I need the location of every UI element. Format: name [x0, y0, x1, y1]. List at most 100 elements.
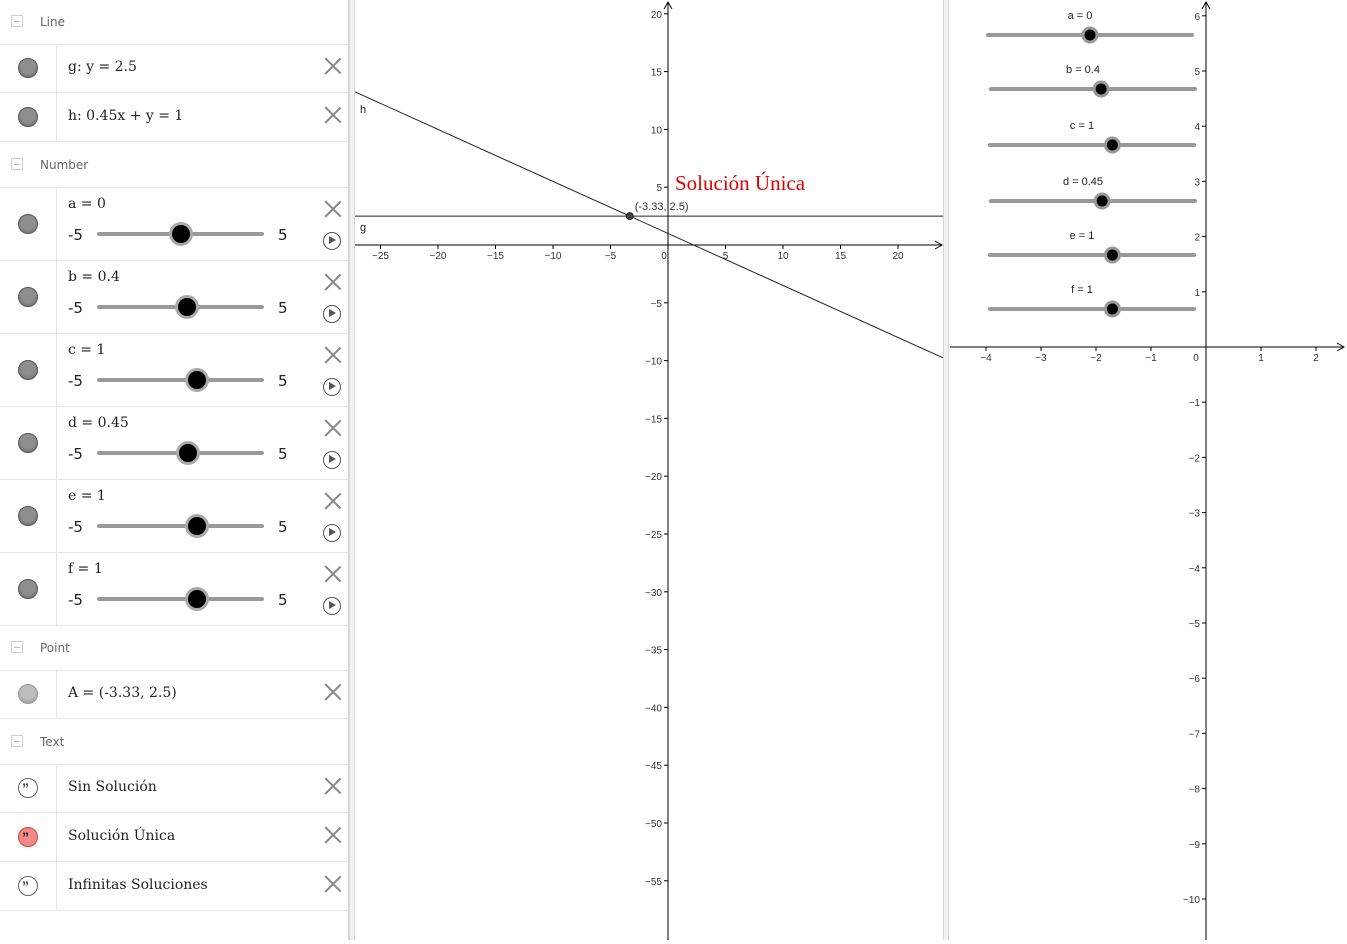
- visibility-marble-icon[interactable]: [18, 360, 38, 380]
- delete-icon[interactable]: [324, 777, 342, 795]
- delete-icon[interactable]: [324, 875, 342, 893]
- point-a-expression[interactable]: A = (-3.33, 2.5): [68, 685, 177, 701]
- slider-label[interactable]: d = 0.45: [68, 415, 129, 431]
- algebra-item-slider[interactable]: e = 1 -5 5: [0, 480, 348, 553]
- line-h: [354, 91, 944, 359]
- quote-icon[interactable]: ”: [18, 876, 38, 896]
- point-a-label: (-3.33, 2.5): [635, 201, 689, 213]
- delete-icon[interactable]: [324, 273, 342, 291]
- canvas-slider-label: d = 0.45: [1063, 176, 1103, 188]
- delete-icon[interactable]: [324, 419, 342, 437]
- y-tick-label: 10: [651, 125, 663, 136]
- graphics-canvas-1[interactable]: −25 −20 −15 −10 −5 0 5 10 15 202015105−5−10−15−20…: [354, 0, 944, 940]
- visibility-marble-icon[interactable]: [18, 579, 38, 599]
- line-h-expression[interactable]: h: 0.45x + y = 1: [68, 108, 184, 124]
- group-header-line[interactable]: Line: [0, 0, 348, 45]
- slider-label[interactable]: e = 1: [68, 488, 106, 504]
- delete-icon[interactable]: [324, 57, 342, 75]
- slider-thumb[interactable]: [188, 590, 207, 608]
- delete-icon[interactable]: [324, 492, 342, 510]
- algebra-item-text-sin-solucion[interactable]: ” Sin Solución: [0, 764, 348, 813]
- slider-thumb[interactable]: [171, 225, 190, 243]
- visibility-marble-icon[interactable]: [18, 287, 38, 307]
- graphics-view-2[interactable]: −4 −3 −2 −1 0 1 2 6 5 4 3 2 1 −1 −2 −3 −4 −5 −6 −7 −8 −9 −10 a …: [950, 0, 1347, 940]
- collapse-icon[interactable]: [11, 735, 23, 747]
- algebra-item-slider[interactable]: f = 1 -5 5: [0, 553, 348, 626]
- graphics-view-1[interactable]: −25 −20 −15 −10 −5 0 5 10 15 20 20 15 10 5 −5 −10 −15 −20…: [354, 0, 944, 940]
- slider-min: -5: [68, 372, 83, 390]
- slider-label[interactable]: a = 0: [68, 196, 106, 212]
- line-h-label: h: [360, 104, 366, 116]
- svg-text:”: ”: [22, 783, 29, 793]
- canvas-slider-thumb[interactable]: [1103, 300, 1121, 318]
- collapse-icon[interactable]: [11, 15, 23, 27]
- slider-track[interactable]: [97, 378, 264, 382]
- view-divider[interactable]: [349, 0, 355, 940]
- play-icon[interactable]: [323, 232, 341, 250]
- group-header-text[interactable]: Text: [0, 720, 348, 765]
- slider-thumb[interactable]: [188, 371, 207, 389]
- slider-min: -5: [68, 445, 83, 463]
- y-tick-label: −45: [645, 761, 662, 772]
- visibility-marble-icon[interactable]: [18, 58, 38, 78]
- visibility-marble-icon[interactable]: [18, 684, 38, 704]
- play-icon[interactable]: [323, 451, 341, 469]
- slider-thumb[interactable]: [188, 517, 207, 535]
- slider-thumb[interactable]: [178, 298, 197, 316]
- delete-icon[interactable]: [324, 826, 342, 844]
- play-icon[interactable]: [323, 524, 341, 542]
- slider-label[interactable]: f = 1: [68, 561, 103, 577]
- delete-icon[interactable]: [324, 346, 342, 364]
- slider-track[interactable]: [97, 597, 264, 601]
- algebra-item-point-a[interactable]: A = (-3.33, 2.5): [0, 670, 348, 719]
- group-header-point[interactable]: Point: [0, 626, 348, 671]
- slider-label[interactable]: b = 0.4: [68, 269, 120, 285]
- group-header-number[interactable]: Number: [0, 143, 348, 188]
- canvas-slider-label: e = 1: [1070, 230, 1095, 242]
- algebra-item-text-solucion-unica[interactable]: ” Solución Única: [0, 813, 348, 862]
- algebra-item-text-infinitas[interactable]: ” Infinitas Soluciones: [0, 862, 348, 911]
- svg-text:”: ”: [22, 832, 29, 842]
- canvas-slider-label: f = 1: [1071, 284, 1093, 296]
- canvas-slider-thumb[interactable]: [1092, 80, 1110, 98]
- x-axis-arrow-icon: [1336, 342, 1346, 352]
- line-g-label: g: [360, 222, 366, 234]
- canvas-slider-thumb[interactable]: [1103, 136, 1121, 154]
- delete-icon[interactable]: [324, 683, 342, 701]
- y-tick-label: −15: [645, 414, 662, 425]
- algebra-item-line-g[interactable]: g: y = 2.5: [0, 44, 348, 93]
- visibility-marble-icon[interactable]: [18, 506, 38, 526]
- line-g-expression[interactable]: g: y = 2.5: [68, 59, 137, 75]
- collapse-icon[interactable]: [11, 641, 23, 653]
- delete-icon[interactable]: [324, 200, 342, 218]
- delete-icon[interactable]: [324, 565, 342, 583]
- canvas-slider-thumb[interactable]: [1081, 26, 1099, 44]
- canvas-slider-thumb[interactable]: [1103, 246, 1121, 264]
- algebra-item-slider[interactable]: c = 1 -5 5: [0, 334, 348, 407]
- y-tick-label: −3: [1189, 509, 1201, 520]
- quote-icon[interactable]: ”: [18, 827, 38, 847]
- text-sin-solucion[interactable]: Sin Solución: [68, 779, 157, 795]
- text-infinitas-soluciones[interactable]: Infinitas Soluciones: [68, 877, 208, 893]
- text-solucion-unica[interactable]: Solución Única: [68, 828, 176, 844]
- visibility-marble-icon[interactable]: [18, 433, 38, 453]
- play-icon[interactable]: [323, 305, 341, 323]
- graphics-canvas-2[interactable]: −4 −3 −2 −1 0 1 2654321−1−2−3−4−5−6−7−8−9−10a …: [950, 0, 1347, 940]
- canvas-slider-thumb[interactable]: [1093, 192, 1111, 210]
- slider-label[interactable]: c = 1: [68, 342, 106, 358]
- visibility-marble-icon[interactable]: [18, 214, 38, 234]
- algebra-item-slider[interactable]: d = 0.45 -5 5: [0, 407, 348, 480]
- play-icon[interactable]: [323, 597, 341, 615]
- quote-icon[interactable]: ”: [18, 778, 38, 798]
- slider-track[interactable]: [97, 524, 264, 528]
- collapse-icon[interactable]: [11, 158, 23, 170]
- algebra-item-line-h[interactable]: h: 0.45x + y = 1: [0, 93, 348, 142]
- play-icon[interactable]: [323, 378, 341, 396]
- visibility-marble-icon[interactable]: [18, 107, 38, 127]
- slider-thumb[interactable]: [179, 444, 197, 462]
- y-tick-label: 20: [651, 10, 663, 21]
- algebra-item-slider[interactable]: b = 0.4 -5 5: [0, 261, 348, 334]
- view-divider[interactable]: [943, 0, 949, 940]
- delete-icon[interactable]: [324, 106, 342, 124]
- algebra-item-slider[interactable]: a = 0 -5 5: [0, 188, 348, 261]
